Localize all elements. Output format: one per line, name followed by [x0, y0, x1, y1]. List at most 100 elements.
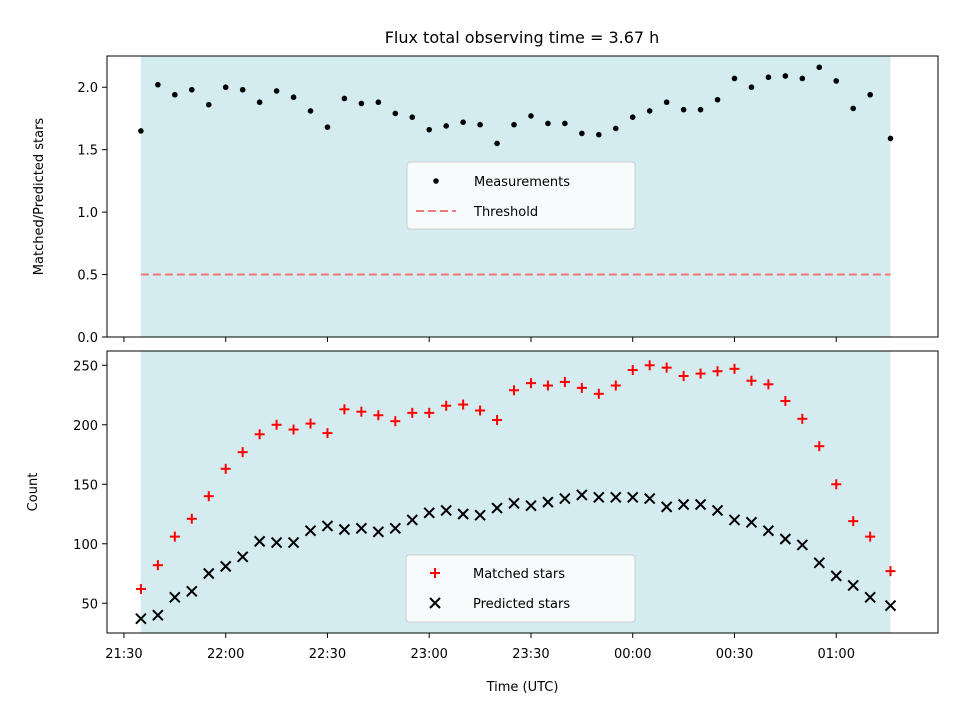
legend-label-threshold: Threshold	[473, 205, 538, 220]
predicted-star-point	[610, 491, 622, 504]
measurement-point	[222, 84, 229, 91]
predicted-star-point	[186, 585, 198, 598]
predicted-star-point	[762, 524, 775, 537]
matched-star-point	[712, 366, 723, 377]
count-y-axis: 50 100 150 200 250	[73, 359, 107, 612]
matched-star-point	[186, 513, 197, 524]
matched-star-point	[661, 362, 672, 373]
matched-star-point	[152, 560, 163, 571]
measurement-point	[612, 125, 619, 132]
matched-star-point	[797, 413, 808, 424]
predicted-star-point	[423, 507, 435, 519]
predicted-star-point	[406, 514, 418, 526]
matched-star-point	[424, 407, 435, 418]
predicted-star-point	[525, 499, 537, 512]
measurement-point	[833, 78, 840, 84]
predicted-star-point	[779, 533, 792, 545]
measurement-point	[494, 140, 500, 147]
x-tick-label: 01:00	[818, 647, 855, 662]
y-tick-label: 1.5	[77, 144, 98, 159]
y-tick-label: 200	[73, 419, 98, 434]
measurement-point	[562, 120, 568, 127]
matched-star-point	[509, 385, 520, 396]
measurement-point	[680, 106, 687, 113]
predicted-star-point	[677, 498, 690, 511]
ratio-y-axis-label: Matched/Predicted stars	[32, 118, 47, 276]
predicted-star-point	[830, 570, 842, 582]
measurement-point	[138, 128, 144, 134]
matched-star-point	[559, 376, 570, 387]
x-tick-label: 21:30	[105, 647, 142, 662]
x-tick-label: 23:00	[410, 647, 447, 662]
predicted-stars-points	[135, 489, 897, 625]
x-tick-label: 23:30	[512, 647, 549, 662]
measurement-point	[579, 130, 585, 137]
measurement-point	[850, 105, 857, 112]
measurement-point	[528, 113, 534, 119]
matched-star-point	[271, 419, 282, 430]
y-tick-label: 250	[73, 359, 98, 374]
count-legend: Matched stars Predicted stars	[405, 554, 636, 623]
measurement-point	[358, 100, 365, 107]
ratio-y-axis: 0.0 0.5 1.0 1.5 2.0	[77, 81, 107, 346]
matched-star-point	[780, 395, 791, 406]
measurement-point	[460, 119, 466, 125]
measurement-point	[188, 86, 195, 93]
x-axis-label: Time (UTC)	[486, 680, 559, 695]
y-tick-label: 2.0	[77, 81, 98, 96]
measurement-point	[867, 91, 873, 98]
predicted-star-point	[220, 560, 232, 573]
predicted-star-point	[372, 526, 385, 538]
predicted-star-point	[135, 613, 147, 625]
predicted-star-point	[236, 551, 249, 563]
matched-star-point	[390, 416, 401, 427]
legend-label-matched: Matched stars	[473, 567, 565, 582]
predicted-star-point	[711, 504, 724, 517]
y-tick-label: 0.0	[77, 331, 98, 346]
matched-star-point	[305, 418, 316, 429]
predicted-star-point	[474, 509, 486, 521]
predicted-star-point	[338, 523, 351, 536]
matched-star-point	[593, 388, 604, 399]
measurement-point	[155, 81, 161, 88]
count-panel-frame	[106, 350, 939, 634]
matched-star-point	[254, 429, 265, 440]
predicted-star-point	[203, 567, 215, 580]
predicted-star-point	[660, 501, 673, 513]
measurement-point	[765, 74, 772, 81]
x-tick-label: 22:00	[207, 647, 244, 662]
matched-star-point	[492, 415, 503, 426]
y-tick-label: 100	[73, 538, 98, 553]
predicted-star-point	[542, 496, 554, 508]
predicted-star-point	[287, 536, 300, 549]
matched-star-point	[458, 399, 469, 410]
predicted-star-point	[864, 591, 876, 604]
measurement-point	[477, 121, 483, 128]
matched-star-point	[678, 370, 689, 381]
count-panel: 50 100 150 200 250 21:30 22:00 22:30 23:00 23:30…	[26, 350, 939, 695]
measurement-point	[273, 88, 280, 94]
predicted-star-point	[813, 557, 825, 569]
matched-star-point	[220, 463, 231, 474]
y-tick-label: 1.0	[77, 206, 98, 221]
matched-star-point	[203, 491, 214, 502]
legend-marker-predicted	[429, 597, 441, 609]
matched-star-point	[576, 382, 587, 393]
predicted-star-point	[389, 522, 402, 534]
count-y-axis-label: Count	[26, 473, 41, 512]
predicted-star-point	[169, 591, 181, 604]
matched-star-point	[441, 400, 452, 411]
measurement-point	[545, 120, 551, 127]
measurement-point	[731, 75, 738, 82]
predicted-star-point	[355, 522, 368, 534]
measurement-point	[409, 114, 416, 120]
matched-star-point	[746, 375, 757, 386]
matched-star-point	[237, 447, 248, 458]
matched-star-point	[865, 531, 876, 542]
measurement-point	[629, 114, 636, 120]
predicted-star-point	[796, 539, 809, 551]
measurement-point	[392, 110, 399, 117]
y-tick-label: 0.5	[77, 269, 98, 284]
measurement-point	[663, 99, 670, 106]
x-tick-label: 22:30	[309, 647, 346, 662]
